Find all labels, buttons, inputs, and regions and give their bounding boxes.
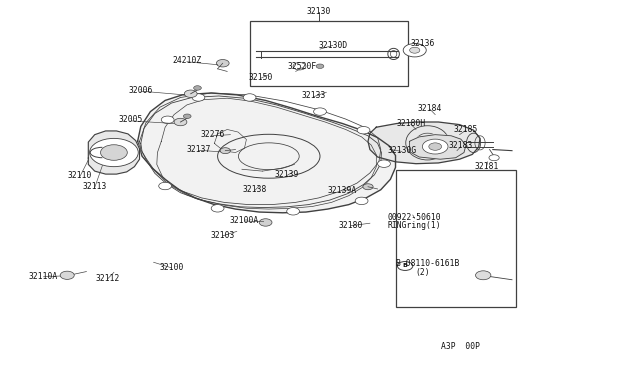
Circle shape: [357, 126, 370, 134]
Text: 24210Z: 24210Z: [172, 56, 202, 65]
Text: B: B: [403, 263, 408, 269]
Text: B 08110-6161B: B 08110-6161B: [396, 259, 460, 268]
Text: 32520F: 32520F: [287, 62, 317, 71]
Circle shape: [161, 116, 174, 124]
Text: 32180: 32180: [339, 221, 363, 230]
Circle shape: [192, 94, 205, 101]
Circle shape: [194, 86, 202, 90]
Circle shape: [220, 148, 230, 154]
Text: 32006: 32006: [129, 86, 153, 94]
Polygon shape: [88, 131, 140, 174]
Circle shape: [355, 197, 368, 205]
Bar: [250, 21, 408, 86]
Polygon shape: [410, 135, 466, 159]
Text: 32130: 32130: [307, 7, 331, 16]
Text: 32139: 32139: [275, 170, 299, 179]
Circle shape: [60, 271, 74, 279]
Text: A3P  00P: A3P 00P: [442, 342, 480, 351]
Circle shape: [216, 60, 229, 67]
Text: 32133: 32133: [301, 92, 326, 100]
Circle shape: [489, 155, 499, 161]
Circle shape: [403, 44, 426, 57]
Text: 32103: 32103: [211, 231, 235, 240]
Text: 32136: 32136: [410, 39, 435, 48]
Text: 32181: 32181: [474, 162, 499, 171]
Text: 32130D: 32130D: [318, 41, 348, 50]
Circle shape: [100, 145, 127, 160]
Polygon shape: [138, 93, 396, 213]
Circle shape: [397, 262, 413, 270]
Circle shape: [159, 182, 172, 190]
Circle shape: [410, 47, 420, 53]
Circle shape: [90, 138, 138, 167]
Text: 32005: 32005: [119, 115, 143, 124]
Bar: [396, 170, 516, 307]
Text: 32100: 32100: [159, 263, 184, 272]
Circle shape: [211, 205, 224, 212]
Circle shape: [429, 143, 442, 150]
Circle shape: [316, 64, 324, 68]
Text: 32137: 32137: [186, 145, 211, 154]
Text: 32183: 32183: [449, 141, 473, 150]
Text: 32185: 32185: [454, 125, 478, 134]
Circle shape: [363, 184, 373, 190]
Circle shape: [476, 271, 491, 280]
Circle shape: [259, 219, 272, 226]
Text: 32184: 32184: [418, 104, 442, 113]
Text: 32150: 32150: [249, 73, 273, 82]
Circle shape: [314, 108, 326, 115]
Text: 32113: 32113: [83, 182, 107, 191]
Text: 32139A: 32139A: [328, 186, 357, 195]
Polygon shape: [368, 122, 480, 164]
Text: 32138: 32138: [243, 185, 267, 194]
Text: 00922-50610: 00922-50610: [388, 213, 442, 222]
Circle shape: [184, 90, 197, 97]
Text: 32100A: 32100A: [230, 216, 259, 225]
Circle shape: [293, 62, 306, 70]
Circle shape: [287, 208, 300, 215]
Text: 32130G: 32130G: [387, 146, 417, 155]
Text: 32112: 32112: [95, 274, 120, 283]
Circle shape: [422, 139, 448, 154]
Circle shape: [243, 94, 256, 101]
Circle shape: [378, 160, 390, 167]
Text: RINGring(1): RINGring(1): [388, 221, 442, 230]
Text: 32110: 32110: [68, 171, 92, 180]
Circle shape: [184, 114, 191, 118]
Circle shape: [174, 118, 187, 126]
Text: 32180H: 32180H: [396, 119, 426, 128]
Text: (2): (2): [415, 268, 429, 277]
Text: 32110A: 32110A: [29, 272, 58, 280]
Text: 32276: 32276: [200, 130, 225, 139]
